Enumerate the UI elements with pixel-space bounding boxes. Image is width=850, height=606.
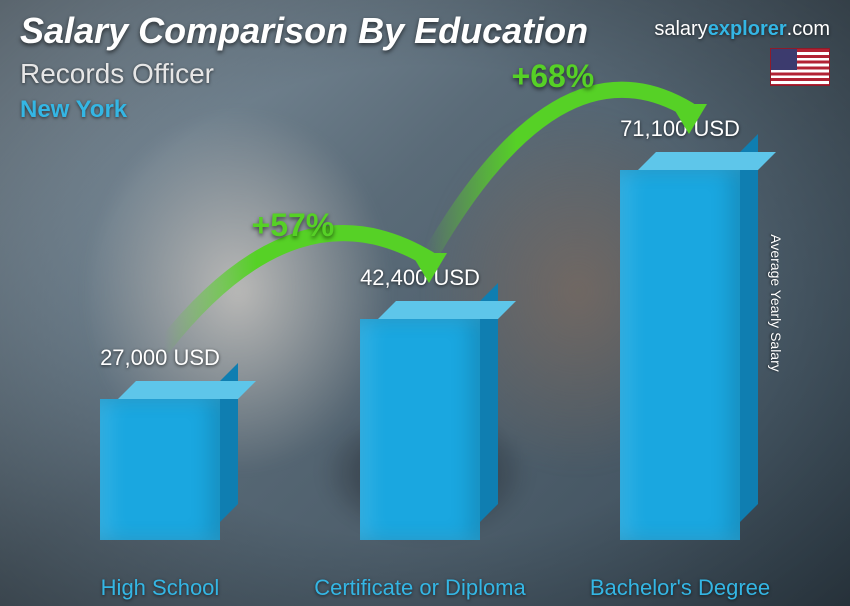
increase-percent: +57% — [252, 207, 335, 244]
brand-label: salaryexplorer.com — [654, 18, 830, 41]
brand-suffix: .com — [787, 18, 830, 40]
bar-category-label: High School — [50, 575, 270, 600]
bar-category-label: Certificate or Diploma — [310, 575, 530, 600]
bar-category-label: Bachelor's Degree — [570, 575, 790, 600]
page-title-line2: Records Officer — [20, 58, 214, 90]
bar — [360, 319, 480, 540]
bar-chart: 27,000 USD42,400 USD71,100 USD — [60, 130, 790, 540]
bar-slot — [100, 130, 220, 540]
brand-prefix: salary — [654, 18, 707, 40]
flag-icon — [770, 48, 830, 86]
bar-slot — [620, 130, 740, 540]
page-title-line1: Salary Comparison By Education — [20, 10, 588, 52]
bar — [100, 399, 220, 540]
stage: Salary Comparison By Education Records O… — [0, 0, 850, 606]
page-title-line3: New York — [20, 96, 127, 124]
bar-slot — [360, 130, 480, 540]
brand-accent: explorer — [708, 18, 787, 40]
bar — [620, 170, 740, 540]
increase-percent: +68% — [512, 58, 595, 95]
